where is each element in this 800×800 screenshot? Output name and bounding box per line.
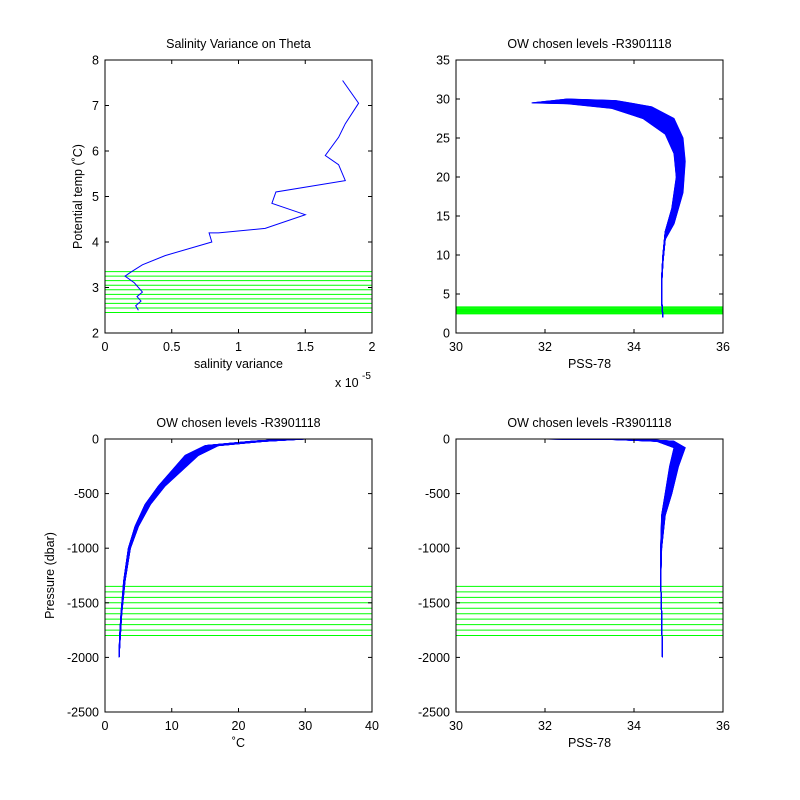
- x-tick-label: 0.5: [163, 340, 180, 354]
- chart-4: 30 32 34 36 0 -500 -1000 -1500 -2000 -2500 OW chos…: [418, 416, 730, 750]
- y-tick-label: 8: [92, 54, 99, 68]
- y-axis-label: Pressure (dbar): [43, 532, 57, 619]
- y-tick-label: 6: [92, 145, 99, 159]
- x-tick-label: 36: [716, 340, 730, 354]
- x-tick-label: 0: [102, 719, 109, 733]
- chart-2: 30 32 34 36 0 5 10 15 20 25 30 35 OW chosen levels -…: [436, 37, 730, 371]
- x-tick-label: 34: [627, 719, 641, 733]
- y-tick-label: 5: [92, 190, 99, 204]
- x-tick-label: 2: [369, 340, 376, 354]
- y-axis-label: Potential temp (˚C): [71, 144, 85, 249]
- x-tick-label: 40: [365, 719, 379, 733]
- x-axis-label: salinity variance: [194, 357, 283, 371]
- x-tick-label: 30: [449, 719, 463, 733]
- y-tick-label: 15: [436, 210, 450, 224]
- y-tick-label: -1500: [418, 596, 450, 610]
- x-tick-label: 32: [538, 340, 552, 354]
- y-tick-label: -500: [425, 487, 450, 501]
- x-tick-label: 1: [235, 340, 242, 354]
- axes-frame: [455, 59, 724, 334]
- y-tick-label: -1500: [67, 596, 99, 610]
- x-tick-label: 1.5: [297, 340, 314, 354]
- y-tick-label: 25: [436, 132, 450, 146]
- chart-title: OW chosen levels -R3901118: [156, 416, 320, 430]
- y-tick-label: -2000: [418, 651, 450, 665]
- chart-1: 0 0.5 1 1.5 2 2 3 4 5 6 7 8 Salinity Variance on The…: [71, 37, 376, 390]
- y-tick-label: 7: [92, 99, 99, 113]
- y-tick-label: 3: [92, 281, 99, 295]
- y-tick-label: 0: [443, 433, 450, 447]
- y-tick-label: -2000: [67, 651, 99, 665]
- y-tick-label: -1000: [418, 542, 450, 556]
- x-exponent-power: -5: [362, 371, 371, 382]
- x-tick-label: 0: [102, 340, 109, 354]
- chart-title: OW chosen levels -R3901118: [507, 416, 671, 430]
- x-axis-label: PSS-78: [568, 357, 611, 371]
- x-axis-label: PSS-78: [568, 736, 611, 750]
- plot-area: [105, 60, 372, 333]
- y-tick-label: 2: [92, 327, 99, 341]
- x-tick-label: 10: [165, 719, 179, 733]
- x-tick-label: 34: [627, 340, 641, 354]
- axes-frame: [455, 438, 724, 713]
- x-tick-label: 30: [298, 719, 312, 733]
- y-tick-label: -1000: [67, 542, 99, 556]
- y-tick-label: 20: [436, 171, 450, 185]
- chart-3: 0 10 20 30 40 0 -500 -1000 -1500 -2000 -2500 OW cho…: [43, 416, 379, 750]
- profile-line: [118, 438, 306, 658]
- x-tick-label: 36: [716, 719, 730, 733]
- y-tick-label: 30: [436, 93, 450, 107]
- x-tick-label: 20: [232, 719, 246, 733]
- plot-area: [456, 439, 723, 712]
- profile-line: [589, 438, 686, 658]
- y-tick-label: 4: [92, 236, 99, 250]
- y-tick-label: -2500: [418, 706, 450, 720]
- y-tick-label: 5: [443, 288, 450, 302]
- x-tick-label: 32: [538, 719, 552, 733]
- y-tick-label: 0: [443, 327, 450, 341]
- x-exponent-label: x 10: [335, 376, 359, 390]
- y-tick-label: 0: [92, 433, 99, 447]
- chart-title: Salinity Variance on Theta: [166, 37, 311, 51]
- series-line: [124, 80, 360, 311]
- x-tick-label: 30: [449, 340, 463, 354]
- chart-title: OW chosen levels -R3901118: [507, 37, 671, 51]
- y-tick-label: 35: [436, 54, 450, 68]
- y-tick-label: -2500: [67, 706, 99, 720]
- y-tick-label: 10: [436, 249, 450, 263]
- profile-line: [567, 98, 686, 318]
- plot-area: [105, 439, 372, 712]
- x-axis-label: ˚C: [232, 736, 245, 750]
- y-tick-label: -500: [74, 487, 99, 501]
